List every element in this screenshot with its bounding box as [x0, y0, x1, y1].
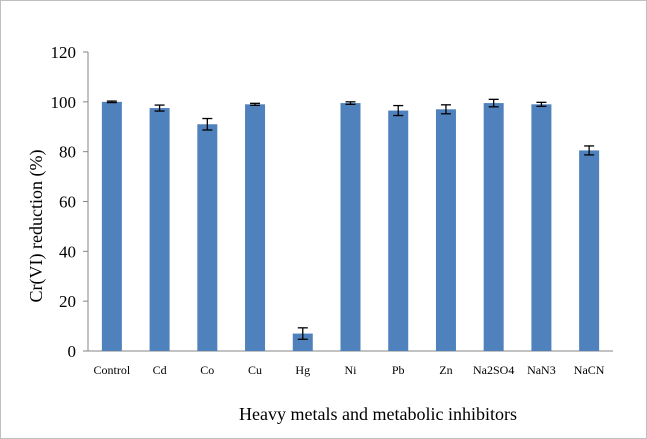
x-tick-label-cu: Cu: [248, 363, 262, 377]
bar-hg: [292, 333, 313, 351]
y-tick-label-80: 80: [59, 143, 76, 162]
x-tick-label-pb: Pb: [392, 363, 405, 377]
bar-pb: [388, 110, 409, 351]
x-tick-label-cd: Cd: [153, 363, 167, 377]
x-tick-label-ni: Ni: [345, 363, 358, 377]
y-tick-label-0: 0: [68, 342, 77, 361]
bar-nacn: [579, 150, 600, 351]
bar-cu: [245, 104, 266, 351]
bar-na2so4: [483, 103, 504, 352]
bar-nan3: [531, 104, 552, 351]
y-tick-label-40: 40: [59, 242, 76, 261]
x-tick-label-zn: Zn: [439, 363, 452, 377]
error-bars: [106, 98, 595, 340]
x-tick-label-nan3: NaN3: [527, 363, 556, 377]
bar-co: [197, 124, 218, 351]
x-tick-label-na2so4: Na2SO4: [473, 363, 514, 377]
y-axis-title: Cr(VI) reduction (%): [26, 150, 47, 303]
bars: [101, 101, 600, 352]
y-tick-label-60: 60: [59, 193, 76, 212]
x-axis-title: Heavy metals and metabolic inhibitors: [239, 404, 517, 424]
y-tick-label-100: 100: [51, 93, 77, 112]
bar-control: [101, 101, 122, 351]
bar-cd: [149, 108, 170, 351]
x-tick-label-control: Control: [94, 363, 131, 377]
x-tick-label-hg: Hg: [295, 363, 310, 377]
x-tick-label-co: Co: [200, 363, 214, 377]
bar-zn: [435, 109, 456, 351]
y-tick-label-20: 20: [59, 292, 76, 311]
y-tick-label-120: 120: [51, 43, 77, 62]
y-axis: 0 20 40 60 80 100 120: [51, 43, 89, 361]
bar-ni: [340, 103, 361, 352]
x-axis: Control Cd Co Cu Hg Ni Pb Zn Na2SO4 NaN3 NaCN: [88, 350, 613, 377]
x-tick-label-nacn: NaCN: [574, 363, 605, 377]
